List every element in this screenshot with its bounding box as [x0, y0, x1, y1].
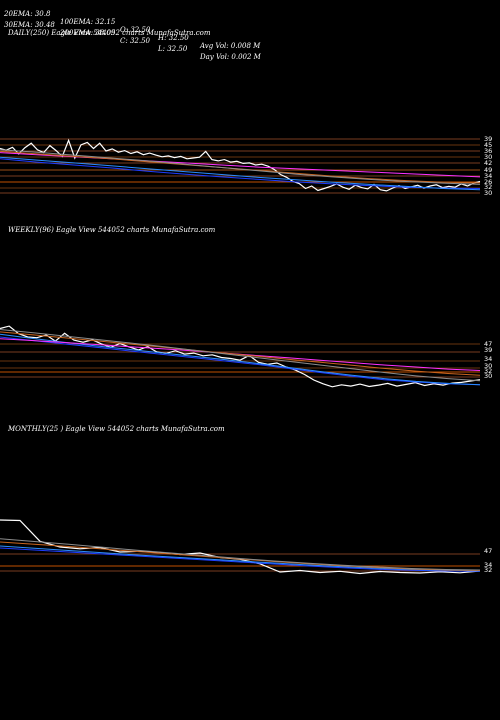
- monthly-series-line: [0, 547, 481, 572]
- weekly-tick-label: 30: [484, 362, 492, 370]
- low-label: L: 32.50: [158, 45, 188, 53]
- daily-tick-label: 49: [484, 166, 492, 174]
- daily-tick-label: 30: [484, 189, 492, 197]
- monthly-series-line: [0, 538, 481, 571]
- close-label: C: 32.50: [120, 37, 150, 45]
- daily-tick-label: 42: [484, 159, 492, 167]
- daily-series-line: [0, 156, 481, 191]
- weekly-caption: WEEKLY(96) Eagle View 544052 charts Muna…: [8, 226, 216, 234]
- monthly-tick-label: 34: [484, 561, 492, 569]
- daily-caption: DAILY(250) Eagle View 544052 charts Muna…: [8, 29, 211, 37]
- high-label: H: 32.50: [158, 34, 189, 42]
- daily-tick-label: 30: [484, 153, 492, 161]
- weekly-tick-label: 34: [484, 355, 492, 363]
- daily-tick-label: 39: [484, 135, 492, 143]
- weekly-series-line: [0, 325, 481, 388]
- indicator-header-row2: 30EMA: 30.48 200EMA: 38.09 C: 32.50 L: 3…: [4, 13, 261, 61]
- daily-series-line: [0, 158, 481, 189]
- daily-series-line: [0, 149, 481, 185]
- daily-tick-label: 26: [484, 178, 492, 186]
- ema200-label: 200EMA: 38.09: [60, 29, 116, 37]
- daily-tick-label: 32: [484, 183, 492, 191]
- monthly-tick-label: 47: [484, 547, 492, 555]
- ema100-label: 100EMA: 32.15: [60, 18, 116, 26]
- weekly-tick-label: 32: [484, 367, 492, 375]
- daily-tick-label: 36: [484, 147, 492, 155]
- day-vol-label: Day Vol: 0.002 M: [200, 53, 261, 61]
- ema30-label: 30EMA: 30.48: [4, 21, 55, 29]
- weekly-tick-label: 39: [484, 346, 492, 354]
- ema20-label: 20EMA: 30.8: [4, 10, 51, 18]
- weekly-series-line: [0, 336, 481, 386]
- indicator-header: 20EMA: 30.8 100EMA: 32.15 O: 32.50 H: 32…: [4, 2, 260, 50]
- weekly-series-line: [0, 331, 481, 376]
- weekly-series-line: [0, 333, 481, 386]
- avg-vol-label: Avg Vol: 0.008 M: [200, 42, 261, 50]
- monthly-caption: MONTHLY(25 ) Eagle View 544052 charts Mu…: [8, 425, 225, 433]
- weekly-tick-label: 47: [484, 340, 492, 348]
- weekly-series-line: [0, 329, 481, 382]
- weekly-tick-label: 30: [484, 372, 492, 380]
- monthly-series-line: [0, 545, 481, 572]
- open-label: O: 32.50: [120, 26, 151, 34]
- monthly-tick-label: 32: [484, 566, 492, 574]
- daily-tick-label: 34: [484, 172, 492, 180]
- daily-tick-label: 45: [484, 141, 492, 149]
